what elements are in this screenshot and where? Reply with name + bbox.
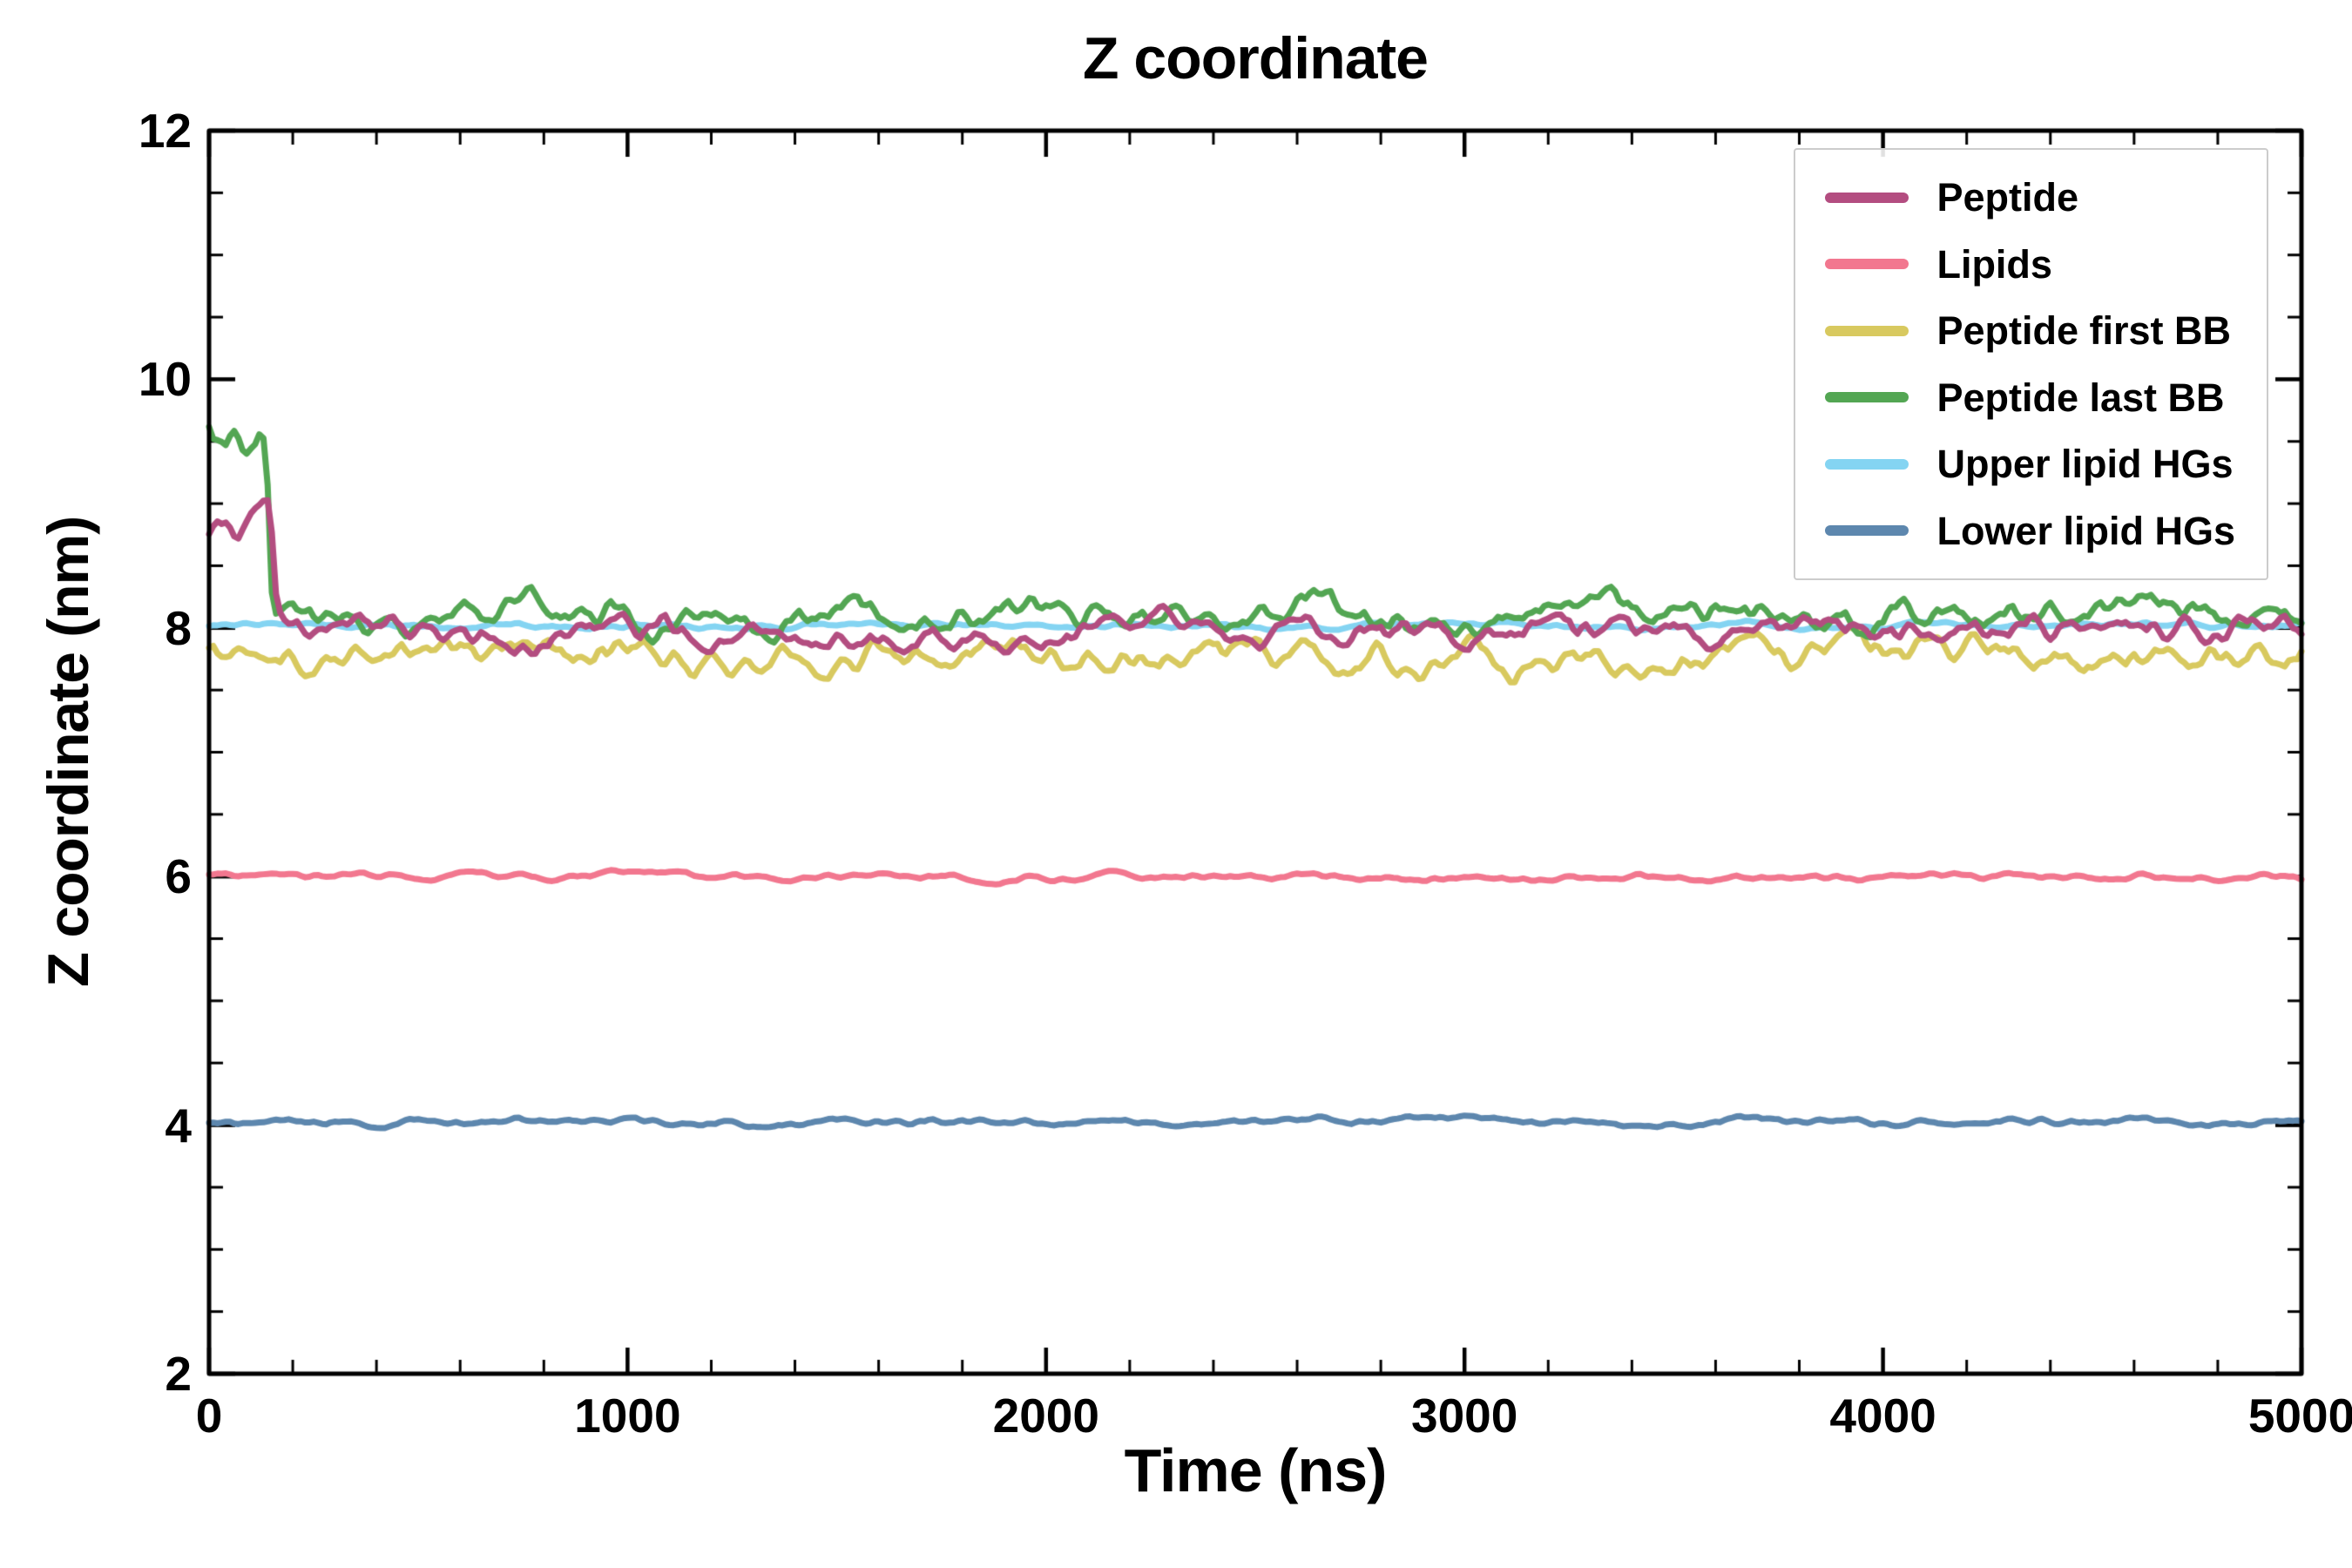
chart-title: Z coordinate bbox=[1082, 25, 1429, 91]
legend-swatch-peptide bbox=[1825, 192, 1909, 203]
legend-label-upper-lipid-hgs: Upper lipid HGs bbox=[1936, 442, 2234, 486]
y-axis-label: Z coordinate (nm) bbox=[36, 516, 100, 988]
legend-label-lipids: Lipids bbox=[1936, 241, 2052, 287]
legend-swatch-peptide-last-bb bbox=[1825, 392, 1909, 403]
y-tick-label: 6 bbox=[165, 849, 192, 904]
y-tick-label: 10 bbox=[138, 352, 192, 407]
x-tick-label: 2000 bbox=[992, 1389, 1099, 1443]
legend-item-upper-lipid-hgs: Upper lipid HGs bbox=[1825, 443, 2235, 486]
x-tick-label: 0 bbox=[195, 1389, 223, 1443]
legend-swatch-lower-lipid-hgs bbox=[1825, 525, 1909, 537]
legend-label-peptide: Peptide bbox=[1936, 175, 2078, 220]
legend: Peptide Lipids Peptide first BB Peptide … bbox=[1794, 148, 2268, 580]
legend-label-lower-lipid-hgs: Lower lipid HGs bbox=[1936, 508, 2235, 553]
x-tick-label: 3000 bbox=[1411, 1389, 1518, 1443]
x-tick-label: 1000 bbox=[574, 1389, 681, 1443]
y-tick-label: 12 bbox=[138, 104, 192, 158]
legend-swatch-upper-lipid-hgs bbox=[1825, 458, 1909, 470]
y-tick-label: 8 bbox=[165, 600, 192, 655]
legend-item-lower-lipid-hgs: Lower lipid HGs bbox=[1825, 508, 2235, 553]
legend-label-peptide-first-bb: Peptide first BB bbox=[1936, 308, 2231, 353]
y-tick-label: 4 bbox=[165, 1098, 192, 1152]
legend-label-peptide-last-bb: Peptide last BB bbox=[1936, 375, 2225, 420]
x-tick-label: 4000 bbox=[1829, 1389, 1936, 1443]
legend-item-lipids: Lipids bbox=[1825, 241, 2235, 287]
legend-item-peptide-last-bb: Peptide last BB bbox=[1825, 375, 2235, 420]
legend-swatch-peptide-first-bb bbox=[1825, 325, 1909, 336]
legend-swatch-lipids bbox=[1825, 259, 1909, 270]
x-axis-label: Time (ns) bbox=[1124, 1436, 1388, 1504]
y-tick-label: 2 bbox=[165, 1347, 192, 1401]
legend-item-peptide-first-bb: Peptide first BB bbox=[1825, 309, 2235, 353]
x-tick-label: 5000 bbox=[2247, 1389, 2352, 1443]
legend-item-peptide: Peptide bbox=[1825, 176, 2235, 220]
